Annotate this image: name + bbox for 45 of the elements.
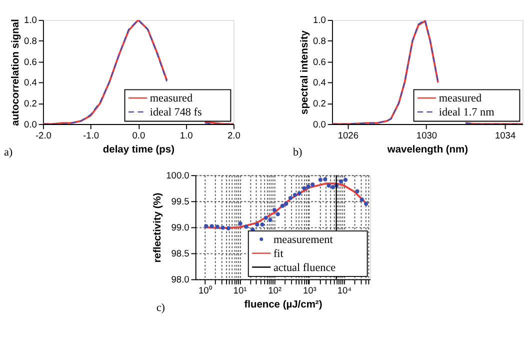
legend-label: fit <box>273 248 284 260</box>
y-tick-label: 98.5 <box>171 248 190 258</box>
y-axis-title: reflectivity (%) <box>152 192 164 263</box>
y-tick-label: 1.0 <box>24 15 37 26</box>
x-axis-title: delay time (ps) <box>102 144 174 156</box>
y-tick-label: 0.4 <box>313 78 326 88</box>
y-axis-title: spectral intensity <box>299 30 310 114</box>
y-tick-label: 0.0 <box>313 119 326 130</box>
y-tick-label: 99.5 <box>171 196 190 206</box>
x-tick-label: 10⁰ <box>198 286 213 296</box>
x-axis-title: fluence (µJ/cm²) <box>244 300 322 311</box>
y-tick-label: 0.8 <box>313 36 326 46</box>
x-axis-title: wavelength (nm) <box>386 144 468 156</box>
y-tick-label: 0.4 <box>24 78 37 88</box>
x-tick-label: 10² <box>268 286 282 296</box>
x-tick-label: 10¹ <box>233 286 247 296</box>
y-tick-label: 0.6 <box>24 56 37 67</box>
x-tick-label: 2.0 <box>228 130 240 140</box>
y-tick-label: 0.6 <box>313 56 326 67</box>
x-tick-label: -2.0 <box>35 130 52 140</box>
legend-label: measured <box>150 92 193 105</box>
ref-line-label: actual fluence <box>273 262 336 274</box>
y-tick-label: 0.2 <box>313 98 326 108</box>
y-tick-label: 100.0 <box>166 170 190 180</box>
x-tick-label: -1.0 <box>83 130 100 140</box>
x-tick-label: 0.0 <box>132 130 146 140</box>
x-tick-label: 1030 <box>416 130 438 140</box>
x-tick-label: 1026 <box>338 130 359 140</box>
legend-label: measured <box>438 92 482 105</box>
y-tick-label: 98.0 <box>171 274 190 284</box>
legend-label: ideal 748 fs <box>150 106 202 119</box>
legend-label: measurement <box>273 234 334 246</box>
y-tick-label: 1.0 <box>313 15 326 26</box>
y-axis-title: autocorrelation signal <box>10 18 22 126</box>
text: a) <box>4 146 13 159</box>
y-tick-label: 0.8 <box>24 36 37 46</box>
x-tick-label: 1034 <box>494 130 516 140</box>
y-tick-label: 0.2 <box>24 98 37 108</box>
x-tick-label: 10³ <box>302 286 316 296</box>
text: b) <box>292 146 303 159</box>
legend-label: ideal 1.7 nm <box>438 106 495 119</box>
text: c) <box>156 302 166 314</box>
y-tick-label: 99.0 <box>171 222 190 232</box>
y-tick-label: 0.0 <box>24 119 37 130</box>
x-tick-label: 10⁴ <box>337 286 352 296</box>
